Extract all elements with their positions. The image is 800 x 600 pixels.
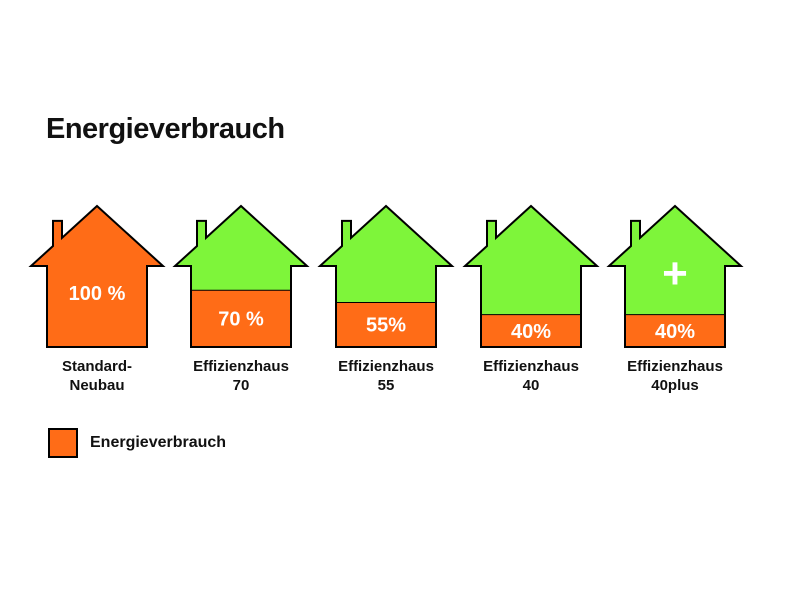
category-label: Effizienzhaus 40plus: [600, 357, 750, 395]
house-outline: [606, 204, 744, 348]
category-label-line: 55: [377, 377, 395, 394]
legend-swatch: [48, 428, 78, 458]
legend-label: Energieverbrauch: [90, 434, 227, 451]
category-label-line: 40plus: [651, 377, 699, 394]
house-1: 100 %: [28, 204, 166, 348]
house-outline: [172, 204, 310, 348]
house-value-label: 70 %: [218, 309, 264, 331]
house-outline: [317, 204, 455, 348]
house-energy-bar: [465, 314, 597, 347]
house-energy-bar: [175, 290, 307, 347]
category-label: Standard- Neubau: [22, 357, 172, 395]
house-4: 40%: [462, 204, 600, 348]
house-outline: [462, 204, 600, 348]
category-label-line: 70: [232, 377, 250, 394]
plus-symbol: +: [662, 249, 688, 298]
category-label-line: Standard-: [61, 358, 132, 375]
category-label-line: Effizienzhaus: [627, 358, 723, 375]
category-label: Effizienzhaus 70: [166, 357, 316, 395]
category-label-line: 40: [522, 377, 540, 394]
category-label-line: Effizienzhaus: [338, 358, 434, 375]
house-energy-bar: [320, 302, 452, 347]
house-5: 40% +: [606, 204, 744, 348]
category-label: Effizienzhaus 55: [311, 357, 461, 395]
house-value-label: 100 %: [69, 283, 126, 305]
legend: Energieverbrauch: [48, 428, 226, 458]
chart-title: Energieverbrauch: [46, 113, 285, 145]
category-label-line: Effizienzhaus: [193, 358, 289, 375]
category-label-line: Neubau: [69, 377, 125, 394]
house-2: 70 %: [172, 204, 310, 348]
house-energy-bar: [31, 206, 163, 347]
house-outline: [28, 204, 166, 348]
category-label: Effizienzhaus 40: [456, 357, 606, 395]
house-value-label: 55%: [366, 315, 406, 337]
house-value-label: 40%: [655, 321, 695, 343]
house-value-label: 40%: [511, 321, 551, 343]
house-energy-bar: [609, 314, 741, 347]
category-label-line: Effizienzhaus: [483, 358, 579, 375]
house-3: 55%: [317, 204, 455, 348]
